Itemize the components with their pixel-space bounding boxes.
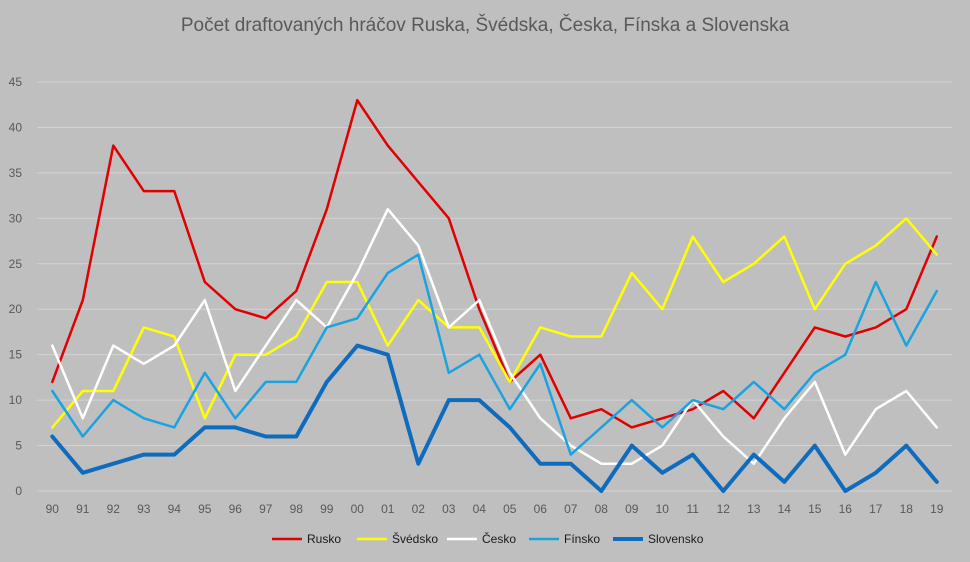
legend-label: Fínsko (564, 532, 600, 546)
x-tick-label: 05 (503, 502, 517, 516)
legend-label: Česko (482, 531, 516, 546)
y-tick-label: 35 (9, 166, 23, 180)
x-axis-ticks: 90 91 92 93 94 95 96 97 98 99 00 01 02 03 04 05 06 07 08 09… (46, 502, 944, 516)
y-tick-label: 30 (9, 211, 23, 225)
x-tick-label: 92 (107, 502, 121, 516)
y-tick-label: 20 (9, 302, 23, 316)
x-tick-label: 13 (747, 502, 761, 516)
chart-title: Počet draftovaných hráčov Ruska, Švédska… (181, 14, 790, 36)
x-tick-label: 93 (137, 502, 151, 516)
legend-label: Slovensko (648, 532, 704, 546)
x-tick-label: 17 (869, 502, 883, 516)
x-tick-label: 09 (625, 502, 639, 516)
x-tick-label: 12 (717, 502, 731, 516)
y-tick-label: 45 (9, 75, 23, 89)
series-lines (50, 98, 939, 493)
y-tick-label: 15 (9, 348, 23, 362)
x-tick-label: 03 (442, 502, 456, 516)
x-tick-label: 98 (290, 502, 304, 516)
x-tick-label: 95 (198, 502, 212, 516)
x-tick-label: 02 (412, 502, 426, 516)
y-tick-label: 5 (15, 439, 22, 453)
x-tick-label: 91 (76, 502, 90, 516)
x-tick-label: 19 (930, 502, 944, 516)
x-tick-label: 01 (381, 502, 395, 516)
x-tick-label: 14 (778, 502, 792, 516)
series-line-slovensko (50, 343, 939, 493)
y-tick-label: 40 (9, 120, 23, 134)
x-tick-label: 18 (900, 502, 914, 516)
legend-label: Rusko (307, 532, 341, 546)
y-tick-label: 0 (15, 484, 22, 498)
x-tick-label: 96 (229, 502, 243, 516)
series-line-švédsko (51, 217, 939, 429)
x-tick-label: 06 (534, 502, 548, 516)
x-tick-label: 90 (46, 502, 60, 516)
x-tick-label: 97 (259, 502, 273, 516)
legend-label: Švédsko (392, 531, 438, 546)
y-axis-ticks: 0 5 10 15 20 25 30 35 40 45 (9, 75, 23, 498)
x-tick-label: 00 (351, 502, 365, 516)
x-tick-label: 16 (839, 502, 853, 516)
gridlines (37, 81, 952, 492)
series-line-česko (51, 207, 939, 465)
y-tick-label: 25 (9, 257, 23, 271)
series-line-rusko (51, 98, 939, 429)
x-tick-label: 11 (687, 502, 700, 516)
x-tick-label: 08 (595, 502, 609, 516)
x-tick-label: 07 (564, 502, 578, 516)
y-tick-label: 10 (9, 393, 23, 407)
x-tick-label: 15 (808, 502, 822, 516)
series-line-fínsko (51, 253, 939, 456)
x-tick-label: 99 (320, 502, 334, 516)
x-tick-label: 04 (473, 502, 487, 516)
x-tick-label: 10 (656, 502, 670, 516)
legend: Rusko Švédsko Česko Fínsko Slovensko (272, 531, 704, 546)
x-tick-label: 94 (168, 502, 182, 516)
